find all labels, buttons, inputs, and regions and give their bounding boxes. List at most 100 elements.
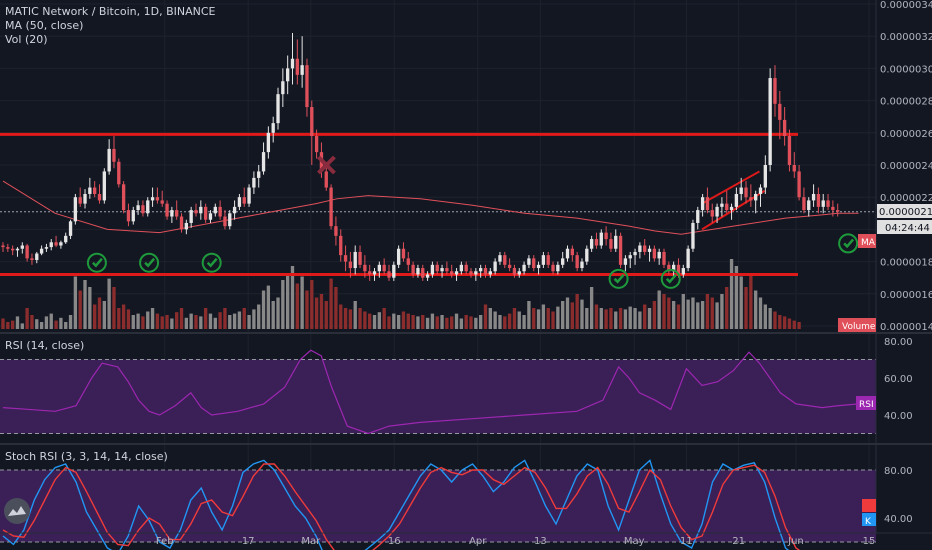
volume-bar xyxy=(469,316,473,329)
candle-body xyxy=(286,68,290,82)
candle-body xyxy=(392,264,396,278)
candle-body xyxy=(734,193,739,207)
candle-body xyxy=(208,213,213,220)
stoch-legend[interactable]: Stoch RSI (3, 3, 14, 14, close) xyxy=(5,450,168,463)
candle-body xyxy=(739,187,743,194)
candle-body xyxy=(107,148,111,172)
volume-bar xyxy=(44,316,49,329)
candle-body xyxy=(242,197,246,204)
volume-bar xyxy=(126,309,131,329)
volume-bar xyxy=(300,276,304,329)
check-mark xyxy=(206,257,218,268)
candle-body xyxy=(93,187,97,194)
stoch-k-badge xyxy=(862,513,876,526)
candle-body xyxy=(160,200,164,204)
volume-bar xyxy=(570,302,574,329)
volume-bar xyxy=(93,304,97,329)
volume-bar xyxy=(763,304,767,329)
volume-bar xyxy=(700,301,705,329)
volume-bar xyxy=(657,290,661,329)
candle-body xyxy=(146,200,150,214)
candle-body xyxy=(363,264,367,272)
candle-body xyxy=(310,107,314,137)
candle-body xyxy=(213,206,217,214)
volume-bar xyxy=(421,315,425,329)
candle-body xyxy=(768,78,772,165)
candle-body xyxy=(276,94,280,124)
volume-bar xyxy=(474,317,478,329)
volume-bar xyxy=(314,297,319,329)
volume-bar xyxy=(416,316,420,329)
candle-body xyxy=(20,245,24,249)
candle-body xyxy=(10,248,15,251)
volume-bar xyxy=(638,311,642,329)
rsi-badge xyxy=(856,396,876,410)
candle-body xyxy=(126,210,131,222)
volume-bar xyxy=(295,283,299,329)
candle-body xyxy=(821,200,825,207)
volume-bar xyxy=(54,320,58,329)
candle-body xyxy=(131,210,135,222)
rsi-legend[interactable]: RSI (14, close) xyxy=(5,339,84,352)
candle-body xyxy=(657,251,661,259)
candle-body xyxy=(358,251,362,265)
volume-bar xyxy=(715,302,719,329)
volume-bar xyxy=(232,313,237,329)
volume-bar xyxy=(445,317,449,329)
candle-body xyxy=(35,253,39,260)
vol-legend[interactable]: Vol (20) xyxy=(5,33,48,46)
volume-bar xyxy=(15,316,20,329)
candle-body xyxy=(691,222,695,249)
volume-bar xyxy=(440,315,444,329)
volume-bar xyxy=(667,297,671,329)
volume-bar xyxy=(686,299,690,329)
candle-body xyxy=(237,197,242,207)
volume-bar xyxy=(25,308,29,329)
candle-body xyxy=(831,206,835,211)
candle-body xyxy=(15,248,20,251)
candle-body xyxy=(720,203,724,207)
price-tick-label: 0.00000140 xyxy=(880,322,932,333)
volume-bar xyxy=(324,301,328,329)
volume-bar xyxy=(503,316,507,329)
volume-bar xyxy=(575,294,579,329)
candle-body xyxy=(324,171,328,188)
countdown-badge xyxy=(877,220,932,234)
stoch-d-badge xyxy=(862,499,876,512)
tradingview-logo-icon[interactable] xyxy=(4,498,30,524)
candle-body xyxy=(430,264,435,275)
volume-bar xyxy=(551,311,555,329)
candle-body xyxy=(97,193,102,201)
ma-legend[interactable]: MA (50, close) xyxy=(5,19,83,32)
candle-body xyxy=(512,268,517,275)
candle-body xyxy=(556,264,560,272)
time-tick-label: May xyxy=(624,536,645,547)
volume-bar xyxy=(546,308,550,329)
volume-bar xyxy=(488,308,492,329)
candle-body xyxy=(807,200,811,211)
rsi-axis[interactable]: 80.00 60.00 40.00 xyxy=(884,337,913,422)
volume-bar xyxy=(652,301,657,329)
volume-bar xyxy=(252,309,256,329)
volume-bar xyxy=(372,315,377,329)
time-axis[interactable]: Feb 17 Mar 16 Apr 13 May 11 21 Jun 15 xyxy=(156,536,876,547)
candle-body xyxy=(561,258,565,265)
check-circle-icon xyxy=(86,252,107,273)
candle-body xyxy=(585,248,589,262)
volume-bar xyxy=(310,280,314,329)
volume-bar xyxy=(257,304,261,329)
volume-bar xyxy=(329,278,333,329)
candle-body xyxy=(604,232,608,240)
time-tick-label: 16 xyxy=(388,536,401,547)
volume-bar xyxy=(739,276,743,329)
candle-body xyxy=(729,206,734,211)
candle-body xyxy=(387,271,391,278)
candle-body xyxy=(175,210,179,217)
candle-body xyxy=(488,271,492,275)
ma-badge xyxy=(858,234,876,248)
